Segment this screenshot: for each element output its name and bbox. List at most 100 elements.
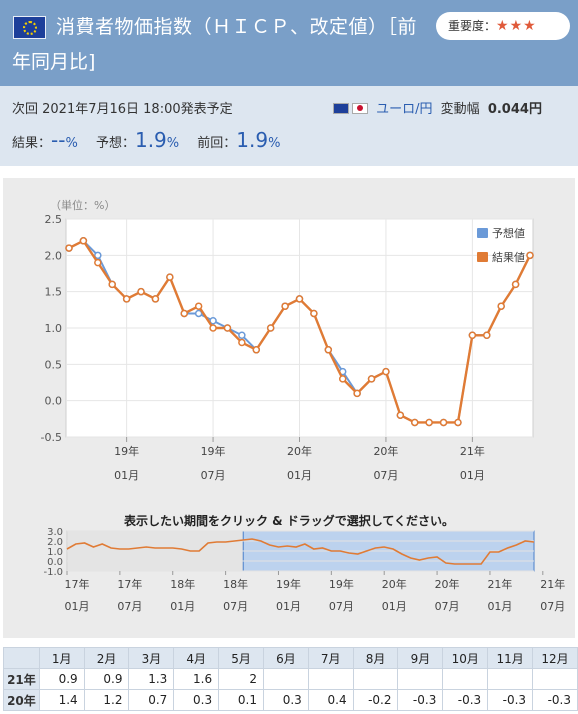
table-cell: 1.3	[128, 668, 175, 690]
y-tick-label: 1.5	[45, 286, 63, 299]
table-cell	[397, 668, 444, 690]
data-point-actual	[281, 302, 289, 310]
previous-value: 1.9	[236, 128, 269, 152]
indicator-title: 消費者物価指数（ＨＩＣＰ、改定値）［前	[56, 16, 418, 38]
navigator-x-month: 01月	[170, 600, 195, 613]
eu-flag-icon	[13, 16, 46, 39]
table-cell: 0.3	[262, 689, 309, 711]
month-header: 5月	[218, 647, 264, 669]
data-point-actual	[511, 280, 520, 289]
month-header: 12月	[532, 647, 578, 669]
y-tick-label: 2.0	[45, 249, 63, 262]
month-header: 9月	[397, 647, 444, 669]
x-tick-year: 21年	[460, 444, 485, 458]
data-point-actual	[194, 302, 203, 310]
data-point-actual	[137, 287, 145, 296]
forecast-label: 予想：	[95, 136, 135, 151]
data-point-actual	[238, 338, 246, 347]
table-cell: 1.6	[173, 668, 220, 690]
data-point-actual	[468, 331, 477, 340]
data-point-actual	[338, 375, 347, 383]
table-cell: 2	[218, 668, 264, 690]
y-tick-label: 1.0	[45, 322, 63, 335]
chart-svg: 2.5 2.0 1.5 1.0 0.5 0.0 -0.5 （単位：%） 19年 01月 19年 07月…	[41, 198, 566, 613]
navigator-x-month: 01月	[487, 600, 512, 613]
table-corner	[3, 647, 40, 669]
data-point-actual	[367, 375, 376, 383]
range-label: 変動幅	[440, 102, 480, 117]
table-cell: -0.3	[442, 689, 489, 711]
data-point-actual	[411, 418, 419, 427]
results-row: 結果：--% 予想：1.9% 前回：1.9%	[12, 128, 280, 152]
data-point-actual	[454, 418, 462, 427]
navigator-x-month: 07月	[117, 600, 142, 613]
table-cell: 0.9	[83, 668, 130, 690]
data-point-actual	[252, 346, 261, 354]
table-cell: -0.2	[352, 689, 399, 711]
importance-stars: ★★★	[496, 18, 537, 34]
table-row: 20年 1.4 1.2 0.7 0.3 0.1 0.3 0.4 -0.2 -0.3 -0.3 -0.3…	[3, 689, 578, 711]
result-label: 結果：	[12, 136, 52, 151]
x-tick-year: 20年	[287, 444, 312, 458]
currency-pair-link[interactable]: ユーロ/円	[376, 102, 433, 117]
table-cell: -0.3	[532, 689, 578, 711]
result-value: --	[51, 128, 66, 152]
table-cell: -0.3	[397, 689, 444, 711]
x-tick-month: 01月	[460, 469, 485, 482]
month-header: 1月	[38, 647, 85, 669]
legend-swatch	[477, 252, 488, 262]
navigator-x-month: 01月	[65, 600, 90, 613]
currency-pair-info: ユーロ/円 変動幅 0.044円	[333, 98, 542, 117]
month-header: 11月	[487, 647, 534, 669]
month-header: 6月	[262, 647, 309, 669]
data-point-actual	[396, 411, 405, 419]
jp-flag-small-icon	[352, 103, 368, 114]
navigator-x-year: 17年	[65, 577, 90, 591]
data-point-actual	[65, 244, 73, 252]
legend-swatch	[477, 228, 488, 238]
x-tick-year: 20年	[373, 444, 398, 458]
table-cell: 0.7	[128, 689, 175, 711]
data-point-forecast	[238, 331, 246, 340]
legend-label: 予想値	[492, 226, 525, 240]
table-cell: 1.2	[83, 689, 130, 711]
data-point-actual	[497, 302, 505, 310]
data-point-actual	[94, 258, 102, 267]
data-point-actual	[209, 324, 217, 332]
x-tick-month: 07月	[201, 469, 226, 482]
table-cell	[442, 668, 489, 690]
table-cell: 0.1	[218, 689, 264, 711]
forecast-unit: %	[166, 136, 180, 151]
data-point-forecast	[94, 251, 102, 260]
data-point-actual	[295, 295, 304, 303]
y-tick-label: 0.0	[45, 395, 63, 408]
data-point-actual	[223, 324, 232, 332]
table-cell	[532, 668, 578, 690]
table-cell: 0.4	[307, 689, 354, 711]
data-point-actual	[166, 273, 174, 281]
importance-label: 重要度：	[448, 19, 497, 33]
table-cell: 1.4	[38, 689, 85, 711]
navigator-x-year: 17年	[117, 577, 142, 591]
x-tick-month: 01月	[114, 469, 139, 482]
data-point-actual	[353, 389, 361, 398]
data-point-actual	[439, 418, 448, 427]
indicator-title-continued: 年同月比]	[12, 51, 96, 73]
next-release: 次回 2021年7月16日 18:00発表予定	[12, 102, 233, 117]
navigator-x-month: 01月	[276, 600, 301, 613]
month-header: 8月	[352, 647, 399, 669]
navigator-line	[66, 538, 535, 565]
navigator-title: 表示したい期間をクリック & ドラッグで選択してください。	[123, 514, 455, 528]
navigator-x-year: 18年	[170, 577, 195, 591]
table-row: 21年 0.9 0.9 1.3 1.6 2	[3, 668, 578, 690]
navigator-y-tick: -1.0	[43, 567, 63, 578]
data-point-actual	[425, 418, 433, 427]
data-point-actual	[526, 251, 534, 260]
y-tick-label: 0.5	[45, 358, 63, 371]
data-point-actual	[483, 331, 491, 340]
importance-badge: 重要度：★★★	[436, 12, 570, 40]
navigator-x-year: 20年	[435, 577, 460, 591]
y-tick-label: 2.5	[45, 213, 63, 226]
month-header: 3月	[128, 647, 175, 669]
navigator-x-month: 07月	[540, 600, 565, 613]
